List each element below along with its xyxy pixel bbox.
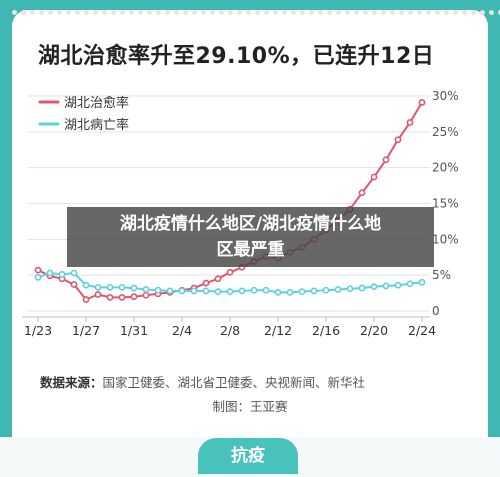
data-point [58,271,66,278]
x-tick-label: 1/23 [24,323,52,338]
y-tick-label: 20% [432,161,459,175]
data-point [382,156,390,164]
source-label: 数据来源： [40,375,103,390]
data-point [94,291,102,298]
data-point [190,287,198,295]
y-tick-label: 30% [432,89,459,103]
y-tick-label: 10% [432,232,459,246]
data-point [106,283,114,291]
page-title: 湖北治愈率升至29.10%，已连升12日 [38,44,435,69]
data-point [418,99,426,106]
data-point [70,269,78,277]
data-point [166,287,174,295]
legend-label: 湖北治愈率 [64,95,129,111]
data-point [106,293,114,301]
data-point [382,282,390,290]
data-point [46,269,54,277]
data-point [214,288,222,296]
line-chart: 0 5% 10% 15% 20% 25% 30% 1/23 1/27 1/31 2/4 2/8 2/12… [22,89,459,338]
x-tick-label: 1/31 [120,323,148,338]
data-point [250,286,258,294]
y-tick-label: 0 [432,304,440,318]
data-point [154,286,162,294]
source-text: 国家卫健委、湖北省卫健委、央视新闻、新华社 [102,375,366,390]
data-point [238,287,246,295]
legend-label: 湖北病亡率 [64,117,129,133]
data-point [130,284,138,292]
decorative-dots [12,10,500,15]
x-tick-label: 1/27 [72,323,100,338]
data-point [394,136,402,144]
data-point [334,286,342,293]
data-point [322,286,330,294]
y-tick-label: 15% [432,197,459,211]
data-point [34,273,42,281]
data-point [370,283,378,291]
banner-pill: 抗疫 [198,438,298,474]
data-point [406,280,414,288]
x-tick-label: 2/8 [220,323,240,338]
data-point [226,288,234,296]
y-tick-label: 5% [432,268,451,282]
data-point [370,173,378,181]
data-point [70,281,78,288]
data-point [358,284,366,292]
overlay-line-2: 区最严重 [216,240,285,260]
data-point [94,283,102,291]
data-point [34,266,42,274]
x-tick-label: 2/4 [172,323,192,338]
data-point [418,278,426,286]
data-point [118,293,126,301]
data-point [406,119,414,126]
data-point [142,291,150,299]
x-tick-label: 2/24 [408,323,436,338]
data-point [82,281,90,289]
data-point [298,288,306,296]
data-point [394,281,402,289]
data-point [286,288,294,296]
overlay-caption: 湖北疫情什么地区/湖北疫情什么地 区最严重 [67,207,434,267]
data-point [214,275,222,283]
data-point [202,279,210,287]
data-point [358,189,366,197]
data-point [346,285,354,293]
data-point [226,268,234,276]
data-point [118,283,126,291]
x-tick-label: 2/16 [312,323,340,338]
data-point [82,296,90,303]
x-tick-label: 2/20 [360,323,388,338]
chart-maker: 制图：王亚赛 [212,399,288,414]
data-point [178,287,186,295]
data-point [262,286,270,294]
data-source: 数据来源：国家卫健委、湖北省卫健委、央视新闻、新华社 [40,372,470,391]
overlay-line-1: 湖北疫情什么地区/湖北疫情什么地 [119,214,382,234]
data-point [202,287,210,295]
x-tick-label: 2/12 [264,323,292,338]
data-point [142,286,150,293]
data-point [274,288,282,296]
y-tick-label: 25% [432,125,459,139]
data-point [310,287,318,295]
data-point [130,293,138,301]
